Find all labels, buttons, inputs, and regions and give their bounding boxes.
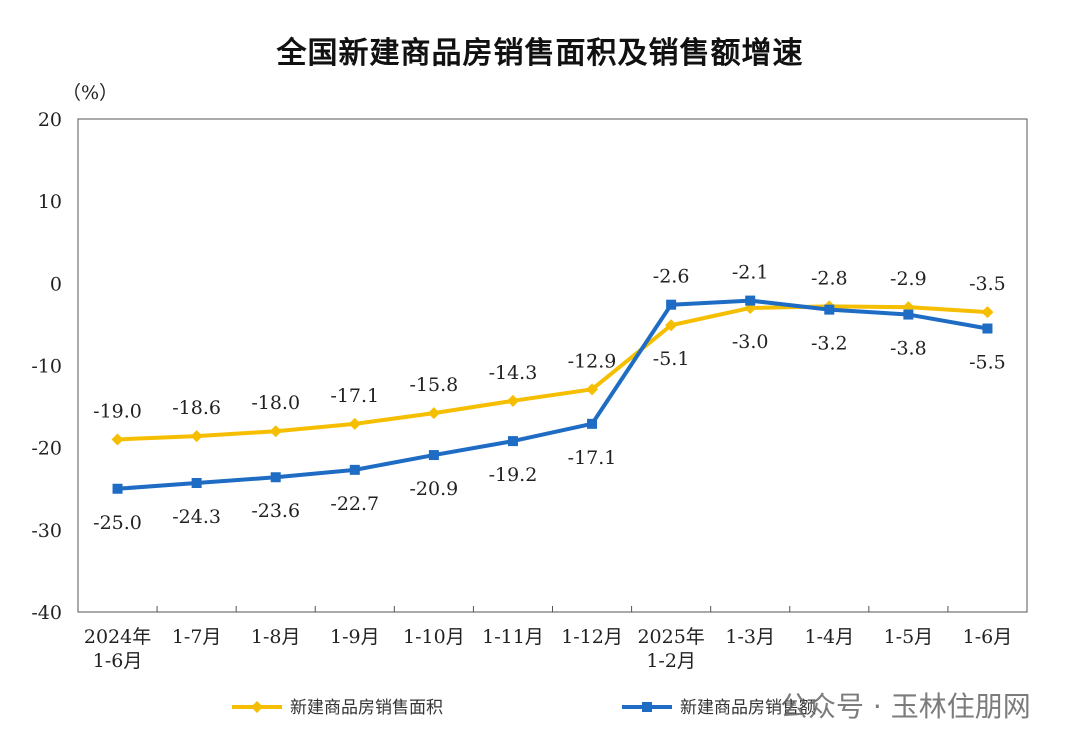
data-label: -18.0	[251, 392, 300, 414]
data-point-marker	[507, 436, 518, 447]
data-label: -3.5	[969, 273, 1006, 295]
data-label: -5.5	[969, 352, 1006, 374]
series-line-1	[117, 298, 988, 491]
data-point-marker	[111, 433, 124, 446]
data-label: -3.0	[732, 331, 769, 353]
legend-label: 新建商品房销售面积	[290, 698, 443, 718]
plot-frame	[77, 118, 1028, 613]
data-point-marker	[824, 304, 835, 315]
x-tick-label: 2024年	[84, 626, 151, 648]
data-label: -2.6	[653, 266, 690, 288]
x-tick-label: 1-10月	[403, 626, 465, 648]
x-tick-label: 1-6月	[93, 650, 143, 672]
data-point-marker	[506, 394, 519, 407]
x-tick-label: 1-5月	[884, 626, 934, 648]
x-tick-label: 1-2月	[646, 650, 696, 672]
data-point-marker	[665, 319, 678, 332]
data-label: -3.2	[811, 333, 848, 355]
data-label: -19.0	[93, 400, 142, 422]
y-tick-label: -40	[31, 602, 62, 624]
x-tick-label: 1-8月	[251, 626, 301, 648]
data-label: -22.7	[330, 493, 379, 515]
data-point-marker	[349, 464, 360, 475]
data-label: -2.9	[890, 268, 927, 290]
legend-marker	[642, 702, 652, 712]
data-label: -24.3	[172, 506, 221, 528]
data-point-marker	[428, 450, 439, 461]
data-point-marker	[190, 430, 203, 443]
x-tick-label: 1-12月	[561, 626, 623, 648]
data-point-marker	[269, 425, 282, 438]
x-tick-label: 1-9月	[330, 626, 380, 648]
data-label: -5.1	[653, 348, 690, 370]
y-tick-label: -30	[31, 520, 62, 542]
legend-label: 新建商品房销售额	[680, 698, 816, 718]
data-point-marker	[191, 477, 202, 488]
y-tick-label: 10	[38, 191, 62, 213]
data-label: -2.8	[811, 267, 848, 289]
data-label: -25.0	[93, 512, 142, 534]
data-label: -17.1	[568, 447, 617, 469]
y-tick-label: 0	[50, 273, 62, 295]
data-point-marker	[348, 417, 361, 430]
data-label: -19.2	[489, 464, 538, 486]
y-tick-label: -10	[31, 356, 62, 378]
data-point-marker	[586, 383, 599, 396]
data-label: -12.9	[568, 350, 617, 372]
data-point-marker	[112, 483, 123, 494]
data-label: -17.1	[330, 385, 379, 407]
chart-title: 全国新建商品房销售面积及销售额增速	[276, 36, 804, 71]
x-tick-label: 1-11月	[482, 626, 544, 648]
y-tick-label: 20	[38, 109, 62, 131]
y-axis-unit: （%）	[62, 82, 118, 104]
data-label: -2.1	[732, 262, 769, 284]
legend-marker	[251, 701, 263, 713]
x-tick-label: 1-7月	[172, 626, 222, 648]
data-point-marker	[982, 323, 993, 334]
x-tick-label: 1-6月	[963, 626, 1013, 648]
data-point-marker	[666, 299, 677, 310]
data-point-marker	[270, 472, 281, 483]
data-point-marker	[587, 418, 598, 429]
data-label: -23.6	[251, 500, 300, 522]
data-label: -3.8	[890, 338, 927, 360]
x-tick-label: 2025年	[637, 626, 704, 648]
x-tick-label: 1-4月	[804, 626, 854, 648]
data-label: -20.9	[410, 478, 459, 500]
data-point-marker	[745, 295, 756, 306]
data-point-marker	[981, 306, 994, 319]
data-label: -18.6	[172, 397, 221, 419]
y-tick-label: -20	[31, 438, 62, 460]
data-label: -14.3	[489, 362, 538, 384]
x-tick-label: 1-3月	[725, 626, 775, 648]
data-point-marker	[903, 309, 914, 320]
data-label: -15.8	[410, 374, 459, 396]
watermark: 公众号 · 玉林住朋网	[780, 690, 1031, 723]
series-line-0	[117, 304, 988, 442]
data-point-marker	[427, 407, 440, 420]
